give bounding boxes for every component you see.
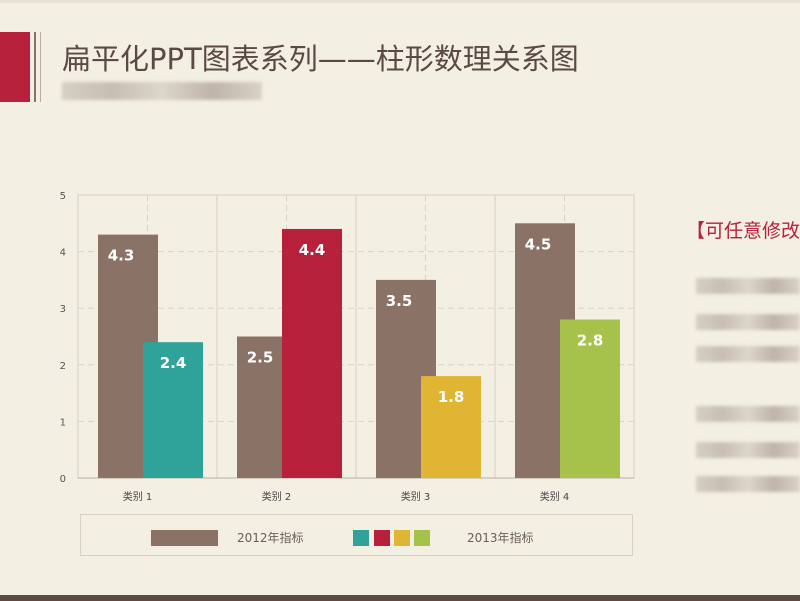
divider: [34, 32, 36, 102]
legend: 2012年指标 2013年指标: [80, 514, 633, 556]
x-tick-label: 类别 3: [401, 490, 431, 503]
accent-block: [0, 32, 30, 102]
data-label: 1.8: [438, 388, 465, 406]
page-title: 扁平化PPT图表系列——柱形数理关系图: [62, 42, 579, 76]
y-tick-label: 0: [60, 474, 66, 485]
blurred-text: [696, 346, 800, 362]
blurred-text: [696, 476, 800, 492]
bar-2013: [560, 319, 620, 478]
bar-2013: [282, 228, 342, 478]
blurred-text: [696, 314, 800, 330]
divider: [40, 32, 41, 102]
y-tick-label: 1: [60, 417, 66, 428]
y-tick-label: 3: [60, 304, 66, 315]
blurred-subtitle: [62, 82, 262, 100]
legend-swatch-yellow: [394, 530, 410, 546]
blurred-text: [696, 406, 800, 422]
blurred-text: [696, 442, 800, 458]
data-label: 2.8: [577, 332, 604, 350]
y-tick-label: 5: [60, 191, 66, 202]
legend-label-2012: 2012年指标: [237, 531, 304, 545]
bar-2013: [421, 376, 481, 478]
legend-swatch-teal: [353, 530, 369, 546]
data-label: 4.4: [299, 241, 326, 259]
x-tick-label: 类别 1: [123, 490, 153, 503]
top-border: [0, 0, 800, 3]
side-title: 【可任意修改: [686, 220, 800, 242]
data-label: 4.5: [525, 235, 552, 253]
y-tick-label: 2: [60, 361, 66, 372]
data-label: 2.4: [160, 354, 187, 372]
y-tick-label: 4: [60, 248, 66, 259]
bar-2013: [143, 342, 203, 478]
data-label: 4.3: [108, 247, 135, 265]
bottom-bar: [0, 595, 800, 601]
x-tick-label: 类别 4: [540, 490, 570, 503]
data-label: 2.5: [247, 349, 274, 367]
legend-swatch-green: [414, 530, 430, 546]
legend-swatch-red: [374, 530, 390, 546]
legend-label-2013: 2013年指标: [467, 531, 534, 545]
blurred-text: [696, 278, 800, 294]
x-tick-label: 类别 2: [262, 490, 292, 503]
data-label: 3.5: [386, 292, 413, 310]
legend-swatch-2012: [151, 530, 218, 546]
